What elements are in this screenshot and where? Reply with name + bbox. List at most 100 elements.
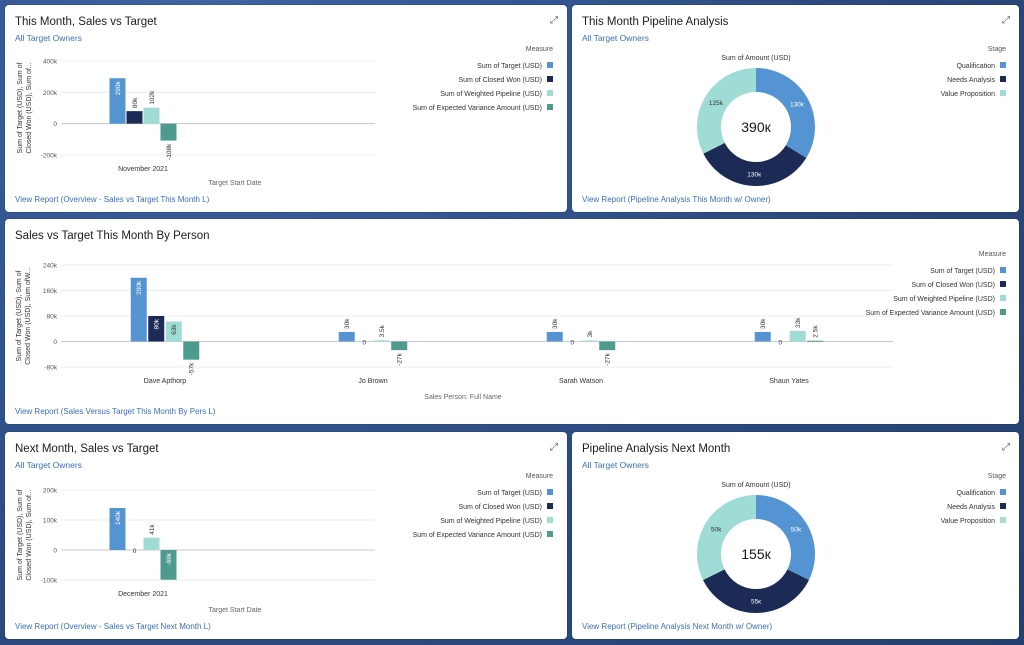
legend-swatch xyxy=(1000,62,1006,68)
y-tick-label: 400k xyxy=(43,59,58,66)
y-tick-label: 100k xyxy=(43,518,58,525)
donut-title: Sum of Amount (USD) xyxy=(721,482,790,489)
expand-icon[interactable]: ⤢ xyxy=(550,442,558,453)
legend-swatch xyxy=(547,62,553,68)
bar xyxy=(143,537,160,550)
legend-title: Measure xyxy=(526,46,553,53)
legend-swatch xyxy=(1000,503,1006,509)
legend-label: Qualification xyxy=(956,490,995,497)
legend-title: Measure xyxy=(526,473,553,480)
donut-center-total: 155к xyxy=(741,546,771,562)
donut-slice xyxy=(756,495,815,580)
data-label: 0 xyxy=(778,340,782,347)
donut-center-total: 390к xyxy=(741,119,771,135)
legend-swatch xyxy=(547,517,553,523)
bar xyxy=(581,340,598,342)
data-label: 30k xyxy=(760,318,767,329)
expand-icon[interactable]: ⤢ xyxy=(1002,15,1010,26)
data-label: 140k xyxy=(115,510,122,525)
y-tick-label: -80k xyxy=(44,365,57,372)
donut-slice xyxy=(703,142,807,187)
x-axis-label: Target Start Date xyxy=(209,180,262,187)
x-category-label: Jo Brown xyxy=(358,378,387,385)
y-tick-label: 160k xyxy=(43,288,58,295)
legend-swatch xyxy=(1000,90,1006,96)
bar xyxy=(109,508,126,550)
legend-swatch xyxy=(1000,489,1006,495)
slice-label: 130k xyxy=(790,102,805,109)
data-label: 102k xyxy=(149,90,156,105)
bar xyxy=(165,321,182,342)
legend-swatch xyxy=(547,503,553,509)
card-pipeline-analysis-next-month: Pipeline Analysis Next Month All Target … xyxy=(572,432,1019,639)
y-axis-label: Closed Won (USD), Sum of... xyxy=(26,489,33,580)
data-label: 0 xyxy=(570,340,574,347)
legend-title: Stage xyxy=(988,473,1006,480)
legend-swatch xyxy=(547,489,553,495)
legend-swatch xyxy=(1000,76,1006,82)
card-title: Pipeline Analysis Next Month xyxy=(582,443,731,455)
bar xyxy=(126,111,143,124)
card-title: This Month Pipeline Analysis xyxy=(582,16,729,28)
legend-label: Sum of Closed Won (USD) xyxy=(458,504,542,511)
data-label: -57k xyxy=(189,362,196,375)
y-tick-label: 200k xyxy=(43,488,58,495)
x-category-label: December 2021 xyxy=(118,591,168,598)
legend-label: Sum of Weighted Pipeline (USD) xyxy=(440,91,542,98)
x-axis-label: Sales Person: Full Name xyxy=(424,394,502,401)
y-axis-label: Closed Won (USD), Sum ofW... xyxy=(25,267,32,365)
y-tick-label: 200k xyxy=(43,90,58,97)
legend-swatch xyxy=(1000,517,1006,523)
data-label: 30k xyxy=(344,318,351,329)
data-label: 3.5k xyxy=(379,324,386,337)
data-label: -27k xyxy=(605,352,612,365)
bar xyxy=(160,550,177,580)
card-title: This Month, Sales vs Target xyxy=(15,16,157,28)
data-label: 41k xyxy=(149,523,156,534)
card-title: Next Month, Sales vs Target xyxy=(15,443,159,455)
view-report-link[interactable]: View Report (Overview - Sales vs Target … xyxy=(15,622,211,631)
legend-label: Sum of Target (USD) xyxy=(477,63,542,70)
bar-chart-this-month: -200k 0 200k 400k 290k 80k 102k -108k November 2… xyxy=(17,46,553,187)
y-tick-label: 0 xyxy=(53,121,57,128)
card-subtitle: All Target Owners xyxy=(582,33,649,43)
view-report-link[interactable]: View Report (Sales Versus Target This Mo… xyxy=(15,407,216,416)
bar-chart-next-month: -100k 0 100k 200k 140k 0 41k -99k December 2021 T… xyxy=(17,473,553,614)
data-label: 33k xyxy=(795,317,802,328)
legend-swatch xyxy=(1000,309,1006,315)
legend-label: Value Proposition xyxy=(941,91,995,98)
bar xyxy=(807,340,824,342)
donut-slice xyxy=(703,569,809,613)
y-axis-label: Sum of Target (USD), Sum of xyxy=(17,62,24,153)
legend-label: Sum of Weighted Pipeline (USD) xyxy=(893,296,995,303)
legend-label: Sum of Closed Won (USD) xyxy=(458,77,542,84)
card-this-month-sales-vs-target: This Month, Sales vs Target All Target O… xyxy=(5,5,567,212)
legend-swatch xyxy=(547,90,553,96)
expand-icon[interactable]: ⤢ xyxy=(550,15,558,26)
expand-icon[interactable]: ⤢ xyxy=(1002,442,1010,453)
x-category-label: Shaun Yates xyxy=(769,378,809,385)
bar xyxy=(754,331,771,342)
legend-title: Stage xyxy=(988,46,1006,53)
card-subtitle: All Target Owners xyxy=(582,460,649,470)
view-report-link[interactable]: View Report (Overview - Sales vs Target … xyxy=(15,195,210,204)
card-this-month-pipeline-analysis: This Month Pipeline Analysis All Target … xyxy=(572,5,1019,212)
legend-swatch xyxy=(1000,267,1006,273)
donut-slice xyxy=(697,495,756,580)
slice-label: 50k xyxy=(791,527,802,534)
bar xyxy=(183,341,200,360)
view-report-link[interactable]: View Report (Pipeline Analysis This Mont… xyxy=(582,195,771,204)
donut-title: Sum of Amount (USD) xyxy=(721,55,790,62)
data-label: 30k xyxy=(552,318,559,329)
legend-label: Needs Analysis xyxy=(947,504,995,511)
bar xyxy=(143,107,160,124)
bar xyxy=(130,277,147,342)
legend-label: Sum of Expected Variance Amount (USD) xyxy=(866,310,995,317)
y-tick-label: 240k xyxy=(43,263,58,270)
view-report-link[interactable]: View Report (Pipeline Analysis Next Mont… xyxy=(582,622,773,631)
bar xyxy=(391,341,408,351)
data-label: -27k xyxy=(397,352,404,365)
slice-label: 50k xyxy=(711,527,722,534)
x-category-label: Dave Apthorp xyxy=(144,378,187,385)
